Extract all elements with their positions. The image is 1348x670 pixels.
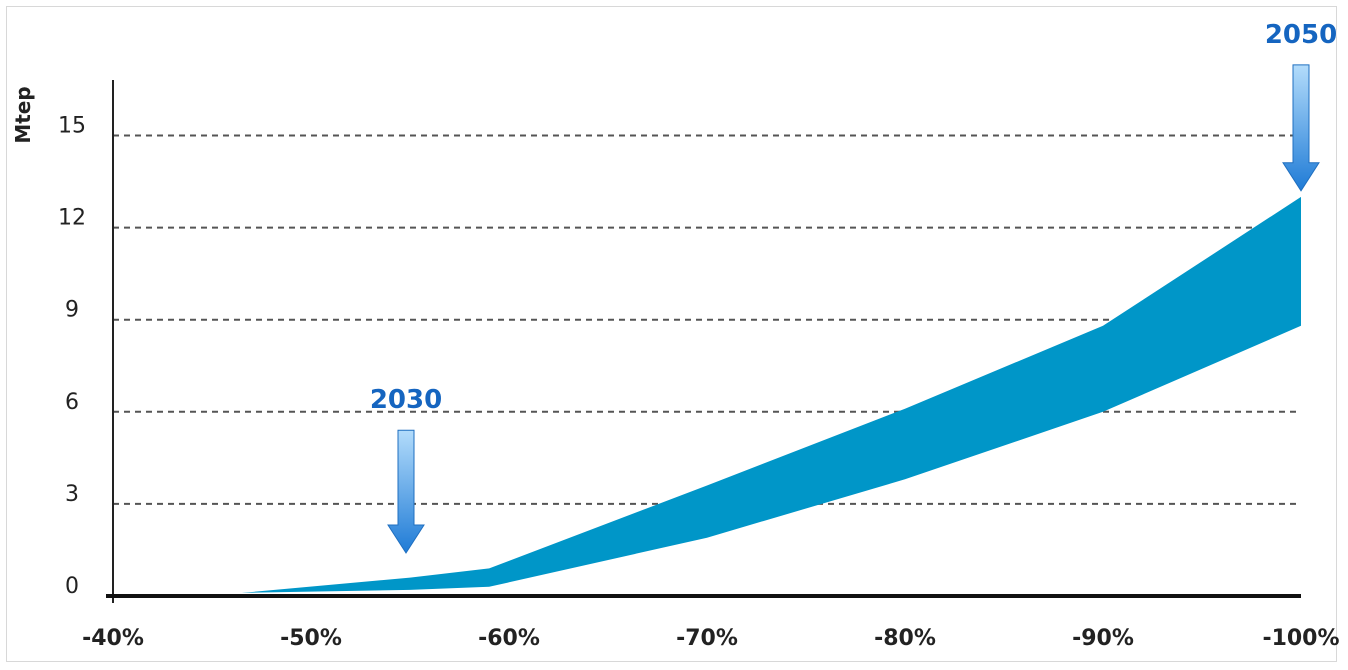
y-tick-label: 0 [65,574,79,599]
annotation-label-2030: 2030 [370,385,442,415]
x-tick-label: -90% [1072,626,1134,651]
x-tick-label: -80% [874,626,936,651]
annotation-arrow-2050 [1282,64,1320,192]
y-tick-label: 15 [58,114,86,139]
y-tick-label: 12 [58,206,86,231]
chart-frame [6,6,1337,662]
x-tick-label: -60% [478,626,540,651]
range-band-area [241,196,1302,593]
x-tick-label: -50% [280,626,342,651]
y-tick-label: 9 [65,298,79,323]
x-tick-label: -70% [676,626,738,651]
y-tick-label: 6 [65,390,79,415]
annotation-arrow-2030 [387,429,425,554]
y-axis-title: Mtep [11,86,35,143]
x-tick-label: -40% [82,626,144,651]
annotation-label-2050: 2050 [1265,20,1337,50]
y-tick-label: 3 [65,482,79,507]
x-tick-label: -100% [1262,626,1339,651]
